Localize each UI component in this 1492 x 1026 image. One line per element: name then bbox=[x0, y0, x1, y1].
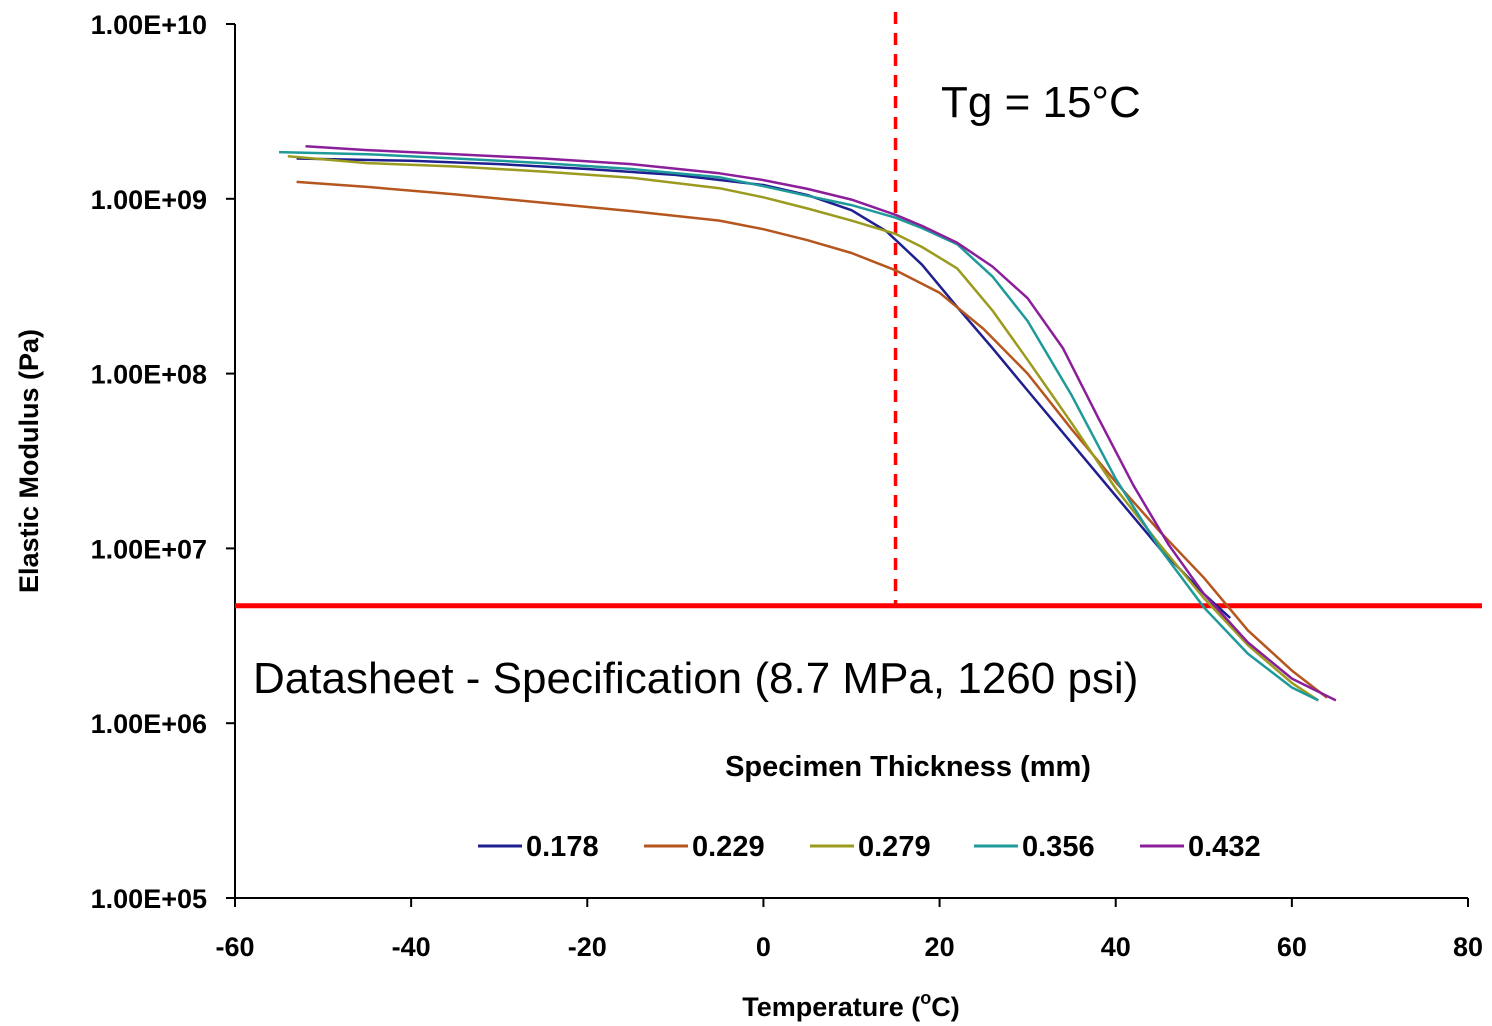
x-axis-title: Temperature (oC) bbox=[742, 988, 960, 1022]
x-tick-label: 20 bbox=[925, 932, 955, 962]
series-line-0-229 bbox=[296, 180, 1328, 699]
x-tick-label: 80 bbox=[1453, 932, 1483, 962]
y-tick-label: 1.00E+09 bbox=[91, 185, 207, 215]
series-line-0-356 bbox=[278, 150, 1319, 702]
series-lines bbox=[278, 144, 1337, 702]
y-tick-label: 1.00E+10 bbox=[91, 10, 207, 40]
y-ticks: 1.00E+05 1.00E+06 1.00E+07 1.00E+08 1.00E+09… bbox=[91, 10, 235, 914]
series-line-0-432 bbox=[305, 144, 1337, 702]
y-tick-label: 1.00E+05 bbox=[91, 884, 207, 914]
spec-annotation: Datasheet - Specification (8.7 MPa, 1260… bbox=[253, 654, 1138, 703]
x-axis-title-superscript: o bbox=[920, 988, 931, 1008]
legend-label: 0.432 bbox=[1188, 831, 1261, 863]
tg-annotation: Tg = 15°C bbox=[941, 78, 1141, 127]
legend-label: 0.229 bbox=[692, 831, 765, 863]
x-tick-label: 0 bbox=[756, 932, 771, 962]
legend-label: 0.178 bbox=[526, 831, 599, 863]
x-tick-label: 60 bbox=[1277, 932, 1307, 962]
legend-title: Specimen Thickness (mm) bbox=[725, 751, 1091, 783]
x-tick-label: 40 bbox=[1101, 932, 1131, 962]
x-tick-label: -40 bbox=[392, 932, 431, 962]
y-axis-title: Elastic Modulus (Pa) bbox=[14, 329, 44, 593]
legend: Specimen Thickness (mm) 0.178 0.229 0.279 0… bbox=[478, 751, 1261, 863]
x-tick-label: -20 bbox=[568, 932, 607, 962]
axes bbox=[234, 24, 1468, 899]
x-axis-title-suffix: C) bbox=[931, 992, 960, 1022]
series-line-0-279 bbox=[287, 155, 1319, 702]
y-tick-label: 1.00E+06 bbox=[91, 709, 207, 739]
legend-label: 0.356 bbox=[1022, 831, 1095, 863]
legend-label: 0.279 bbox=[858, 831, 931, 863]
x-axis-title-main: Temperature ( bbox=[742, 992, 920, 1022]
y-tick-label: 1.00E+07 bbox=[91, 534, 207, 564]
series-line-0-178 bbox=[296, 157, 1232, 619]
y-tick-label: 1.00E+08 bbox=[91, 360, 207, 390]
reference-lines bbox=[235, 12, 1482, 609]
x-tick-label: -60 bbox=[215, 932, 254, 962]
x-ticks: -60 -40 -20 0 20 40 60 80 bbox=[215, 898, 1483, 962]
